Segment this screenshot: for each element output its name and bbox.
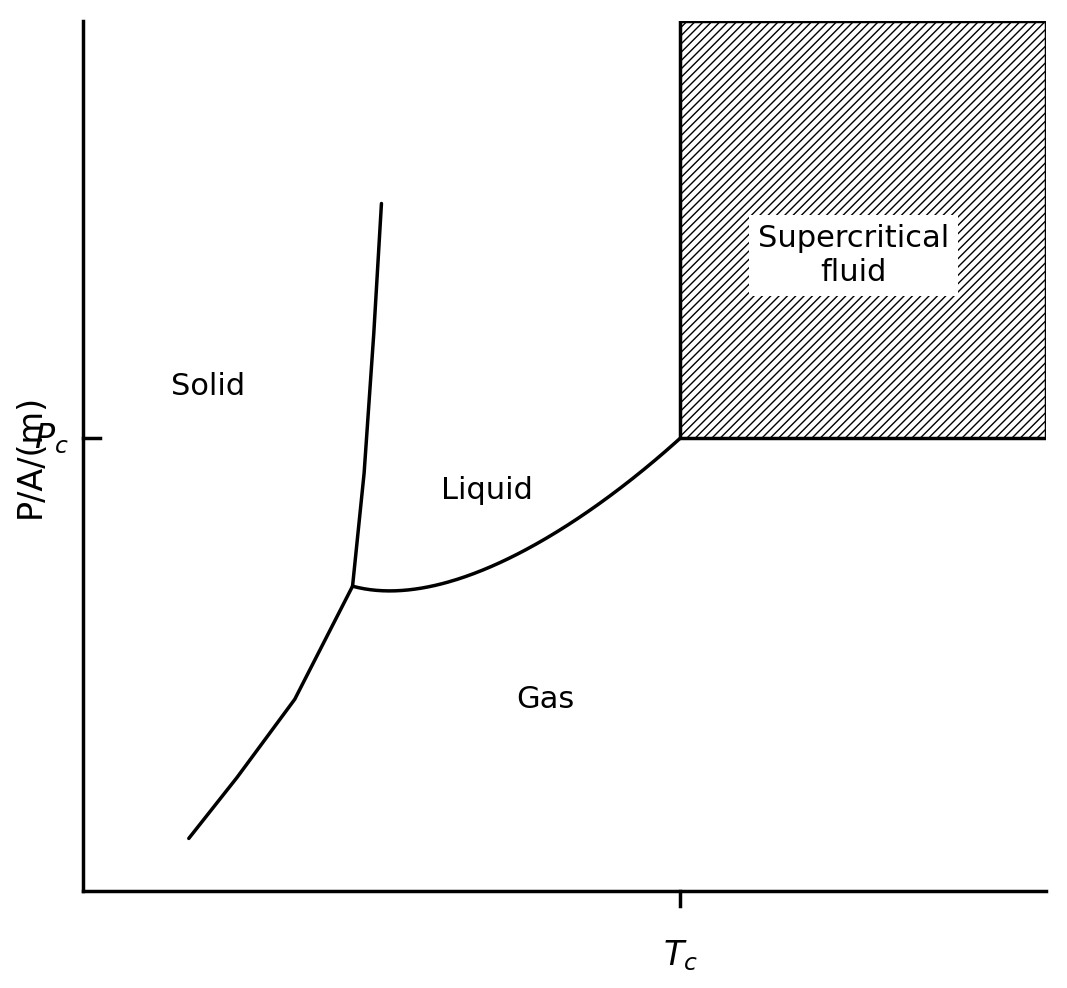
Bar	[680, 21, 1046, 439]
Text: Solid: Solid	[171, 371, 245, 401]
Text: $P_c$: $P_c$	[34, 421, 68, 455]
Text: P/A/(m): P/A/(m)	[13, 393, 46, 518]
Text: $T_c$: $T_c$	[663, 939, 698, 973]
Text: Liquid: Liquid	[442, 476, 534, 505]
Text: Supercritical
fluid: Supercritical fluid	[758, 224, 950, 287]
Text: Gas: Gas	[516, 685, 574, 713]
